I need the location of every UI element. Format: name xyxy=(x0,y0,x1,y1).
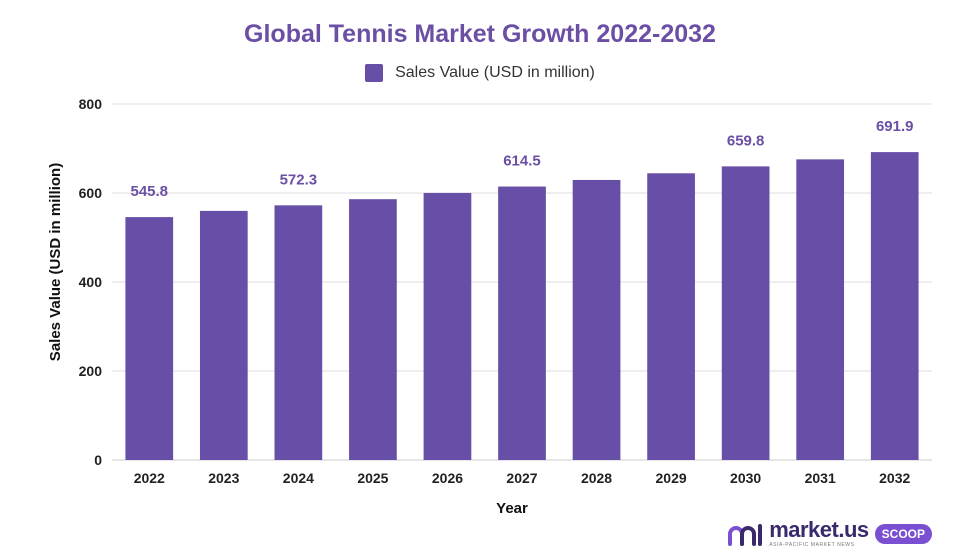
x-tick-label: 2025 xyxy=(357,470,388,486)
legend-label: Sales Value (USD in million) xyxy=(395,64,595,81)
data-label: 572.3 xyxy=(280,171,318,188)
brand-badge: SCOOP xyxy=(874,523,932,544)
y-tick-label: 800 xyxy=(79,96,103,112)
x-tick-label: 2031 xyxy=(805,470,836,486)
bar xyxy=(125,217,174,460)
brand-name: market.us xyxy=(769,517,869,542)
bar xyxy=(647,173,695,460)
x-tick-label: 2030 xyxy=(730,470,761,486)
x-tick-label: 2029 xyxy=(656,470,687,486)
x-tick-label: 2023 xyxy=(208,470,239,486)
x-tick-label: 2024 xyxy=(283,470,314,486)
y-tick-label: 600 xyxy=(79,185,103,201)
data-label: 691.9 xyxy=(876,118,914,135)
y-tick-label: 0 xyxy=(94,452,102,468)
brand-logo: market.us ASIA-PACIFIC MARKET NEWS SCOOP xyxy=(727,519,932,548)
x-tick-label: 2022 xyxy=(134,470,165,486)
bar xyxy=(572,179,621,461)
brand-tagline: ASIA-PACIFIC MARKET NEWS xyxy=(769,542,855,548)
x-tick-label: 2028 xyxy=(581,470,612,486)
bar xyxy=(796,159,845,460)
bar xyxy=(349,199,397,461)
x-tick-label: 2026 xyxy=(432,470,463,486)
data-label: 659.8 xyxy=(727,132,765,149)
market-us-logo-icon xyxy=(728,523,763,546)
x-axis-title: Year xyxy=(496,500,528,517)
chart-title: Global Tennis Market Growth 2022-2032 xyxy=(244,20,716,48)
bar xyxy=(274,205,323,460)
y-tick-label: 400 xyxy=(79,274,103,290)
x-tick-label: 2032 xyxy=(879,470,910,486)
legend: Sales Value (USD in million) xyxy=(0,64,960,82)
bar xyxy=(870,152,919,461)
y-axis-title: Sales Value (USD in million) xyxy=(47,163,64,361)
bar xyxy=(199,210,248,460)
bar xyxy=(498,186,546,461)
legend-swatch xyxy=(365,64,384,82)
y-tick-label: 200 xyxy=(79,363,103,379)
bar xyxy=(423,192,472,460)
x-tick-label: 2027 xyxy=(506,470,537,486)
data-label: 545.8 xyxy=(130,183,168,200)
data-label: 614.5 xyxy=(503,153,541,170)
bar xyxy=(721,166,770,460)
